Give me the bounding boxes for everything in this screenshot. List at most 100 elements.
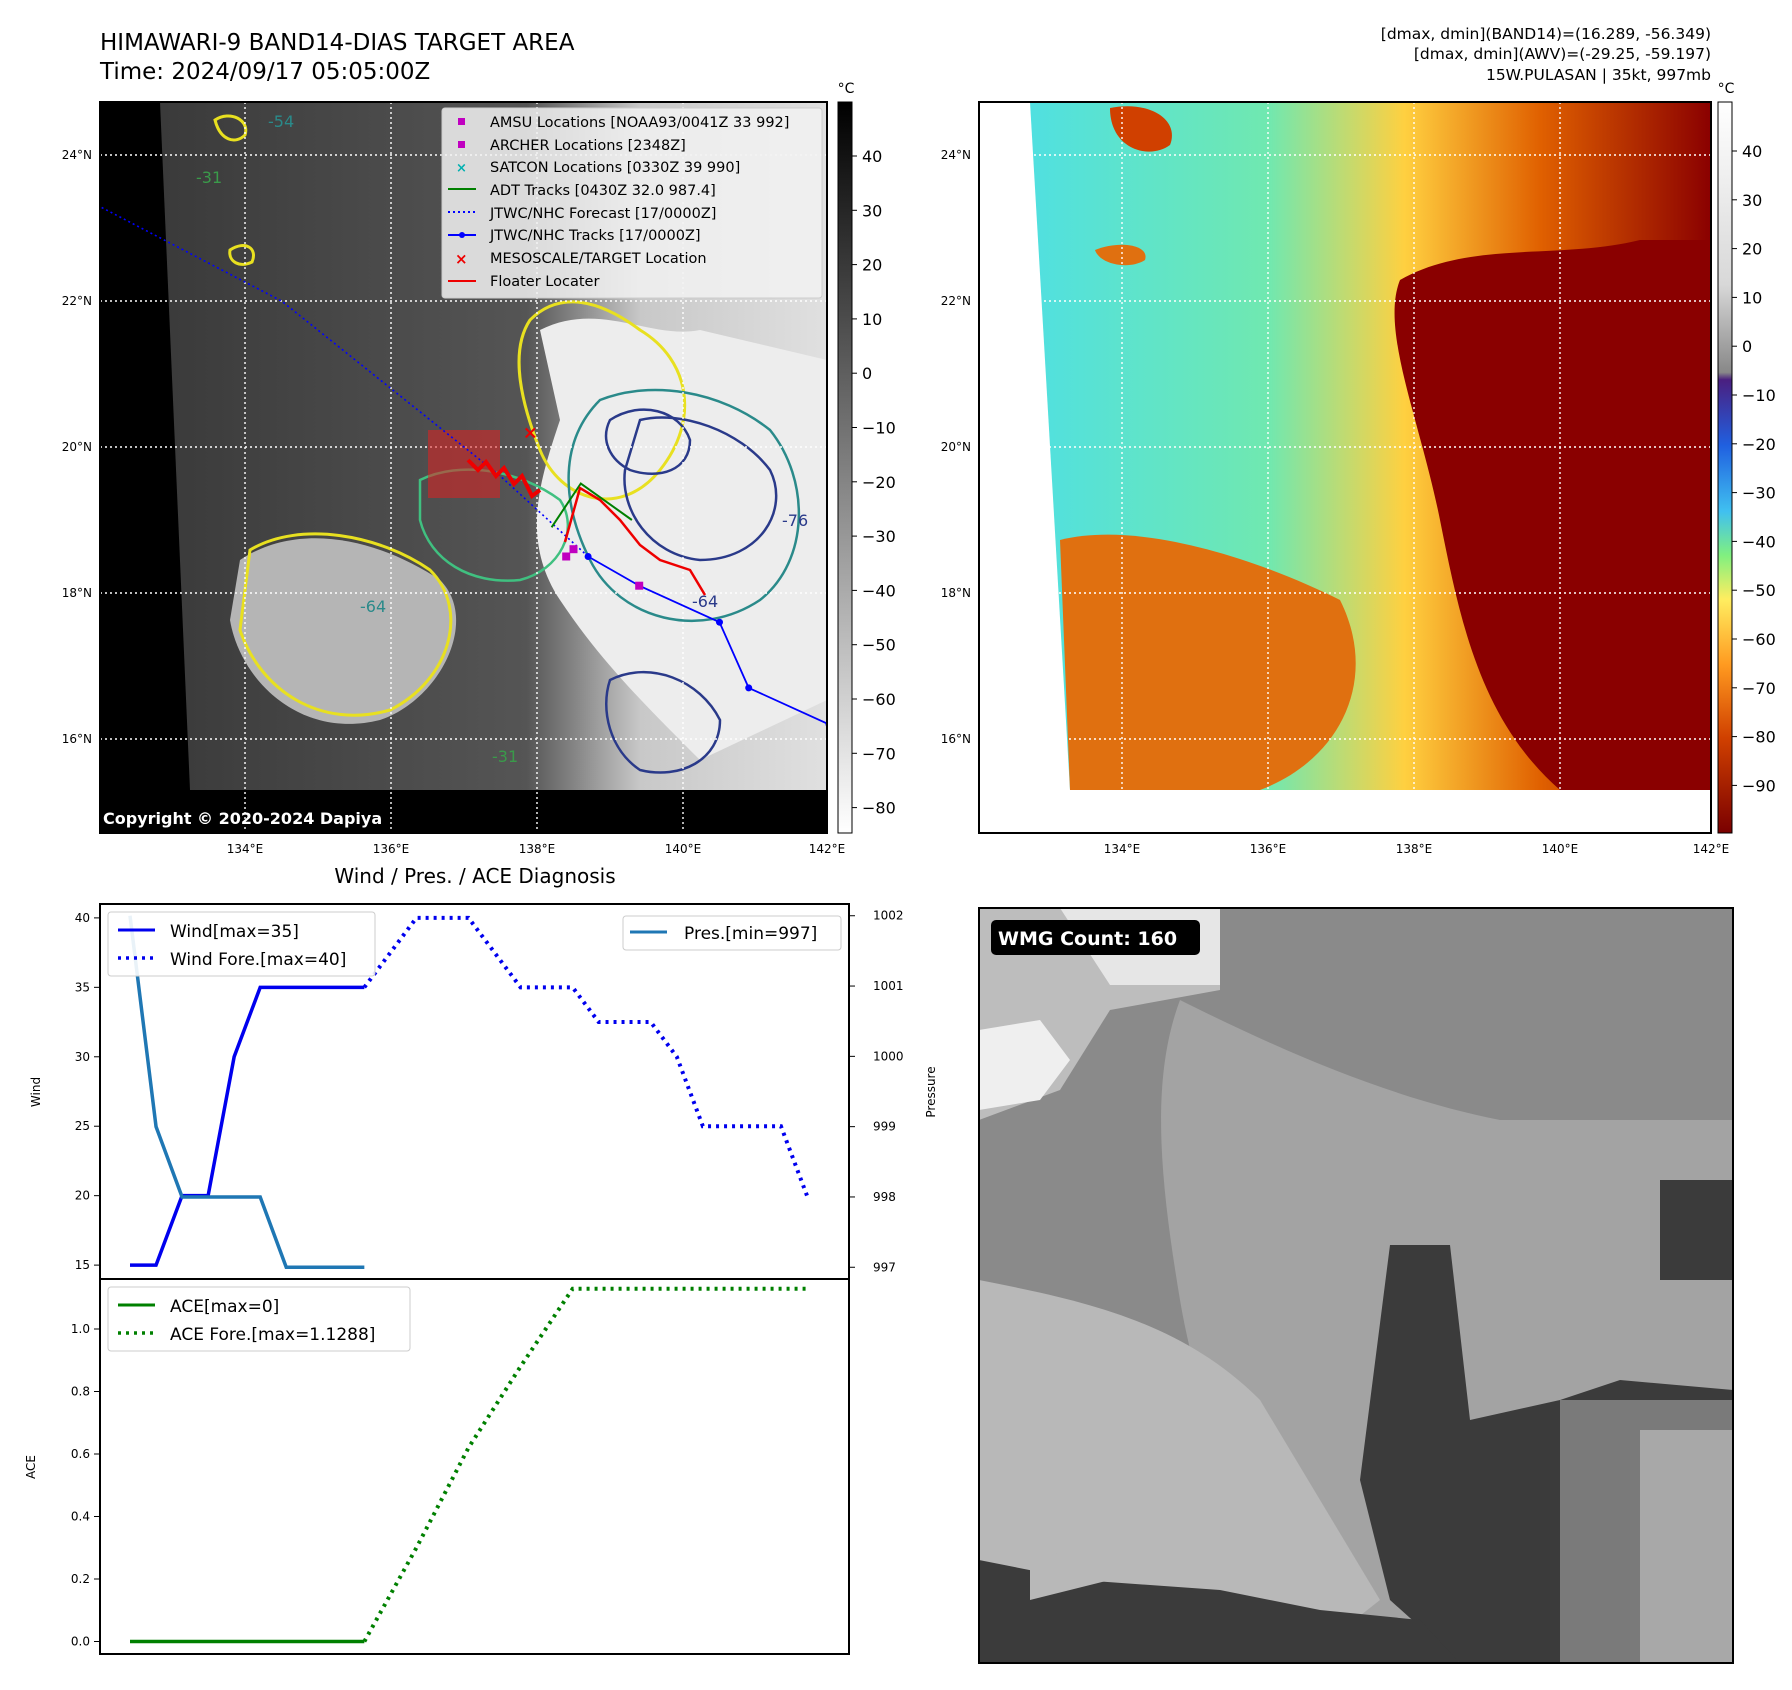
series-line — [128, 915, 365, 1270]
lat-tick: 20°N — [941, 440, 971, 454]
lon-tick: 136°E — [373, 842, 410, 856]
y-tick-label: 35 — [75, 980, 90, 994]
lon-tick: 138°E — [519, 842, 556, 856]
lat-tick: 24°N — [62, 148, 92, 162]
colorbar-tick-label: −30 — [862, 527, 896, 546]
amsu-point — [569, 545, 578, 554]
ace-axis-label: ACE — [24, 1455, 38, 1479]
colorbar-tick-label: −30 — [1742, 484, 1776, 503]
series-line — [130, 985, 365, 1267]
colorbar-tick-label: 30 — [1742, 191, 1762, 210]
chart-title: Wind / Pres. / ACE Diagnosis — [334, 864, 615, 888]
colorbar-tick-label: 30 — [862, 201, 882, 220]
map1-lon-ticks: 134°E 136°E 138°E 140°E 142°E — [227, 842, 846, 856]
lon-tick: 134°E — [1104, 842, 1141, 856]
legend-label: Wind Fore.[max=40] — [170, 950, 346, 970]
pressure-legend: Pres.[min=997] — [622, 915, 842, 951]
lon-tick: 134°E — [227, 842, 264, 856]
map1-legend: AMSU Locations [NOAA93/0041Z 33 992] ARC… — [441, 107, 823, 299]
wind-legend: Wind[max=35] Wind Fore.[max=40] — [107, 911, 376, 977]
lon-tick: 138°E — [1396, 842, 1433, 856]
colorbar-tick-label: −80 — [862, 799, 896, 818]
map2-lon-ticks: 134°E 136°E 138°E 140°E 142°E — [1104, 842, 1730, 856]
series-line — [362, 915, 809, 1197]
lat-tick: 16°N — [941, 732, 971, 746]
copyright: Copyright © 2020-2024 Dapiya — [103, 809, 382, 828]
contour-label: -64 — [360, 597, 386, 616]
colorbar-tick-label: −60 — [862, 690, 896, 709]
figure-title: HIMAWARI-9 BAND14-DIAS TARGET AREA — [100, 30, 575, 56]
lon-tick: 142°E — [809, 842, 846, 856]
wmg-count-text: WMG Count: 160 — [998, 928, 1177, 950]
colorbar-tick-label: −10 — [1742, 386, 1776, 405]
colorbar-gray — [837, 101, 853, 834]
colorbar-gray-ticks: 40 30 20 10 0 −10 −20 −30 −40 −50 −60 −70 −80 — [852, 147, 896, 818]
ace-legend: ACE[max=0] ACE Fore.[max=1.1288] — [107, 1286, 411, 1352]
colorbar-color-ticks: 40 30 20 10 0 −10 −20 −30 −40 −50 −60 −70 −80 −90 — [1732, 142, 1776, 795]
info-line-2: [dmax, dmin](AWV)=(-29.25, -59.197) — [1414, 45, 1711, 63]
map2-gridlines — [979, 102, 1711, 833]
y-tick-label: 0.2 — [71, 1572, 90, 1586]
y-tick-label-right: 1000 — [873, 1049, 904, 1063]
contour-label: -31 — [196, 168, 222, 187]
y-tick-label: 1.0 — [71, 1322, 90, 1336]
map2-lat-ticks: 24°N 22°N 20°N 18°N 16°N — [941, 148, 971, 746]
colorbar-tick-label: −70 — [1742, 679, 1776, 698]
target-x-marker: × — [523, 422, 538, 443]
jtwc-track-point — [745, 684, 753, 692]
y-tick-label: 0.0 — [71, 1635, 90, 1649]
colorbar-tick-label: −50 — [1742, 581, 1776, 600]
floater-locater-zigzag — [466, 458, 542, 500]
legend-label: Wind[max=35] — [170, 922, 299, 942]
wmg-frame — [978, 907, 1734, 1664]
legend-label: JTWC/NHC Forecast [17/0000Z] — [489, 206, 716, 222]
contour-label: -54 — [268, 112, 294, 131]
floater-locater-line — [563, 486, 707, 596]
wind-pressure-chart: 15 20 25 30 35 40 997 998 999 1000 1001 1002 — [75, 909, 904, 1275]
y-tick-label-right: 1001 — [873, 979, 904, 993]
colorbar-tick-label: −20 — [862, 473, 896, 492]
map1-tracks: × — [100, 205, 827, 728]
y-tick-label-right: 1002 — [873, 909, 904, 923]
lon-tick: 140°E — [1542, 842, 1579, 856]
wmg-image — [979, 908, 1733, 1663]
colorbar-tick-label: −50 — [862, 636, 896, 655]
colorbar-tick-label: −70 — [862, 744, 896, 763]
jtwc-track-point — [584, 553, 592, 560]
legend-label: AMSU Locations [NOAA93/0041Z 33 992] — [490, 115, 789, 131]
lat-tick: 22°N — [62, 294, 92, 308]
lat-tick: 24°N — [941, 148, 971, 162]
amsu-marker-icon — [458, 118, 465, 125]
y-tick-label: 20 — [75, 1189, 90, 1203]
legend-label: ACE[max=0] — [170, 1297, 279, 1317]
wmg-count-badge — [991, 920, 1200, 955]
y-tick-label-right: 997 — [873, 1260, 896, 1274]
map1-lat-ticks: 24°N 22°N 20°N 18°N 16°N — [62, 148, 92, 746]
pressure-axis-label: Pressure — [924, 1066, 938, 1117]
lat-tick: 18°N — [941, 586, 971, 600]
colorbar-tick-label: −80 — [1742, 728, 1776, 747]
y-tick-label-right: 998 — [873, 1190, 896, 1204]
legend-label: Pres.[min=997] — [684, 924, 817, 944]
y-tick-label: 40 — [75, 911, 90, 925]
colorbar-tick-label: 20 — [1742, 240, 1762, 259]
colorbar-tick-label: −20 — [1742, 435, 1776, 454]
colorbar-color — [1717, 101, 1733, 834]
legend-label: ACE Fore.[max=1.1288] — [170, 1325, 375, 1345]
contour-label: -31 — [492, 747, 518, 766]
y-tick-label: 15 — [75, 1258, 90, 1272]
colorbar-tick-label: 10 — [862, 310, 882, 329]
series-line — [362, 1286, 807, 1643]
adt-track-line — [550, 482, 633, 528]
colorbar-tick-label: 10 — [1742, 288, 1762, 307]
lat-tick: 18°N — [62, 586, 92, 600]
y-tick-label: 0.4 — [71, 1510, 90, 1524]
colorbar-tick-label: −40 — [1742, 532, 1776, 551]
y-tick-label: 0.8 — [71, 1385, 90, 1399]
map-color — [979, 102, 1711, 833]
wind-axis-label: Wind — [29, 1077, 43, 1107]
amsu-point — [635, 581, 644, 590]
colorbar-tick-label: 40 — [862, 147, 882, 166]
colorbar-unit: °C — [838, 81, 855, 97]
satcon-marker-icon: × — [456, 161, 467, 176]
